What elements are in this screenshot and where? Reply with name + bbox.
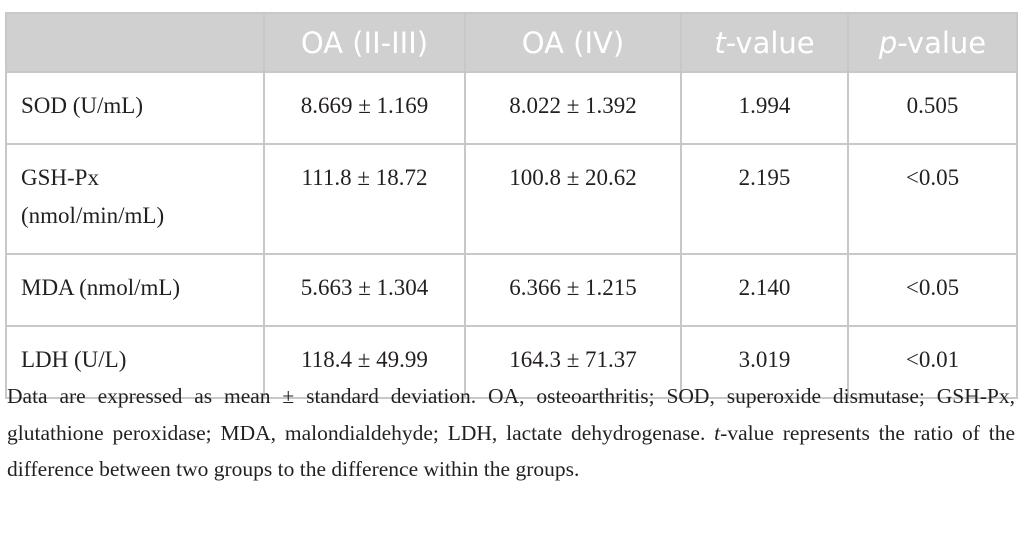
table-cell: 118.4 ± 49.99: [263, 325, 466, 399]
caption-text: Data are expressed as mean ± standard de…: [7, 384, 1015, 445]
table-cell: 1.994: [680, 71, 849, 145]
row-label-cell: LDH (U/L): [5, 325, 265, 399]
header-cell: OA (IV): [464, 12, 682, 73]
table-cell: 6.366 ± 1.215: [464, 253, 682, 327]
table-cell: <0.01: [847, 325, 1018, 399]
row-label: MDA (nmol/mL): [21, 275, 181, 300]
table-cell: 5.663 ± 1.304: [263, 253, 466, 327]
header-cell: p-value: [847, 12, 1018, 73]
header-text: -value: [725, 25, 815, 60]
caption-italic: t: [714, 420, 721, 445]
table-cell: 8.669 ± 1.169: [263, 71, 466, 145]
header-italic: t: [714, 25, 726, 60]
table-cell: 100.8 ± 20.62: [464, 143, 682, 255]
header-row: OA (II-III) OA (IV) t-value p-value: [5, 12, 1018, 73]
table-cell: 3.019: [680, 325, 849, 399]
header-cell: [5, 12, 265, 73]
table-row: LDH (U/L) 118.4 ± 49.99 164.3 ± 71.37 3.019…: [5, 325, 1018, 399]
row-label: GSH-Px (nmol/min/mL): [21, 165, 165, 228]
header-cell: OA (II-III): [263, 12, 466, 73]
header-cell: t-value: [680, 12, 849, 73]
table-body: SOD (U/mL) 8.669 ± 1.169 8.022 ± 1.392 1.99…: [5, 71, 1018, 399]
table-cell: 2.140: [680, 253, 849, 327]
row-label-cell: MDA (nmol/mL): [5, 253, 265, 327]
caption-text: -value represents the ratio of the diffe…: [7, 420, 1015, 482]
caption: Data are expressed as mean ± standard de…: [7, 378, 1015, 488]
table-row: SOD (U/mL) 8.669 ± 1.169 8.022 ± 1.392 1.99…: [5, 71, 1018, 145]
header-italic: p: [878, 25, 898, 60]
header-text: -value: [897, 25, 987, 60]
table-cell: 0.505: [847, 71, 1018, 145]
table-cell: 8.022 ± 1.392: [464, 71, 682, 145]
table-cell: 111.8 ± 18.72: [263, 143, 466, 255]
table-cell: 164.3 ± 71.37: [464, 325, 682, 399]
table-cell: <0.05: [847, 143, 1018, 255]
table-row: GSH-Px (nmol/min/mL) 111.8 ± 18.72 100.8 ±…: [5, 143, 1018, 255]
table-cell: 2.195: [680, 143, 849, 255]
table-cell: <0.05: [847, 253, 1018, 327]
row-label-cell: SOD (U/mL): [5, 71, 265, 145]
row-label: SOD (U/mL): [21, 93, 144, 118]
row-label: LDH (U/L): [21, 347, 127, 372]
data-table: OA (II-III) OA (IV) t-value p-value SOD (U/…: [5, 12, 1018, 399]
row-label-cell: GSH-Px (nmol/min/mL): [5, 143, 265, 255]
table-row: MDA (nmol/mL) 5.663 ± 1.304 6.366 ± 1.215 2…: [5, 253, 1018, 327]
